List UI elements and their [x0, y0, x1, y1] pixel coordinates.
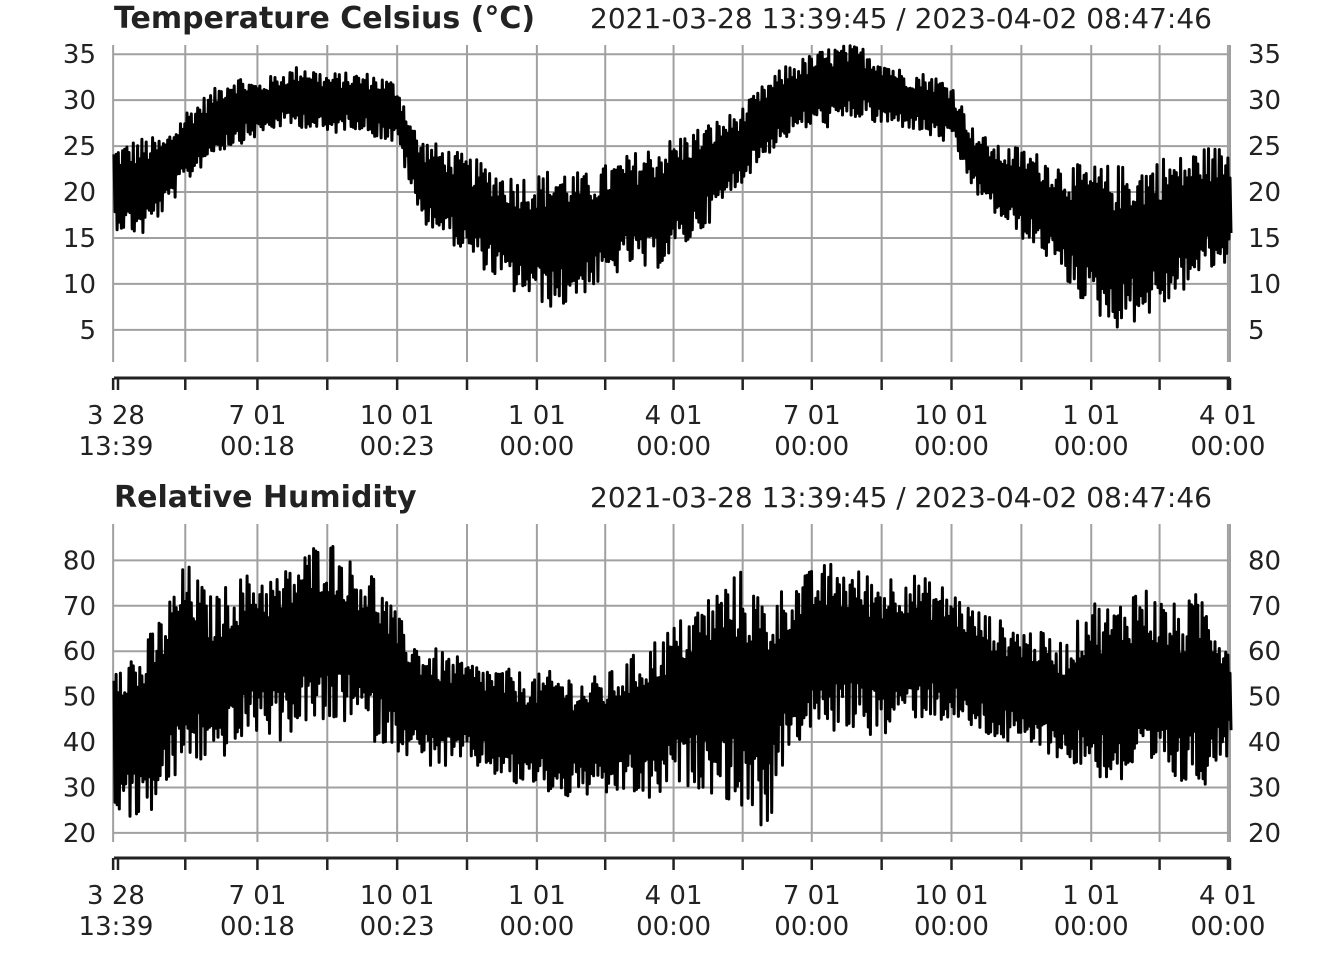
- y-tick-label-left: 40: [63, 728, 96, 758]
- x-tick-label-date: 3 28: [87, 881, 145, 911]
- chart-title: Temperature Celsius (°C): [114, 1, 535, 36]
- right-y-axis: 20 30 40 50 60 70 80: [1248, 546, 1281, 849]
- y-tick-label-left: 5: [79, 316, 96, 346]
- x-tick-label-time: 00:00: [636, 432, 711, 462]
- x-tick-label-date: 10 01: [360, 881, 434, 911]
- x-tick-label-time: 00:23: [360, 912, 435, 942]
- y-tick-label-left: 80: [63, 546, 96, 576]
- y-tick-label-right: 30: [1248, 773, 1281, 803]
- x-tick-label-time: 00:00: [1054, 912, 1129, 942]
- x-tick-label-time: 00:00: [1190, 912, 1265, 942]
- series-line-temperature: [112, 44, 1233, 329]
- left-y-axis: 20 30 40 50 60 70 80: [63, 546, 96, 849]
- y-tick-label-right: 40: [1248, 728, 1281, 758]
- x-tick-label-time: 00:00: [499, 912, 574, 942]
- x-tick-label-date: 1 01: [1062, 881, 1120, 911]
- y-tick-label-right: 70: [1248, 592, 1281, 622]
- left-y-axis: 5 10 15 20 25 30 35: [63, 40, 96, 346]
- humidity-panel: Relative Humidity 2021-03-28 13:39:45 / …: [63, 480, 1281, 942]
- y-tick-label-left: 30: [63, 773, 96, 803]
- x-tick-label-time: 00:18: [220, 432, 295, 462]
- y-tick-label-left: 10: [63, 270, 96, 300]
- temperature-panel: Temperature Celsius (°C) 2021-03-28 13:3…: [63, 1, 1281, 462]
- x-tick-label-date: 1 01: [1062, 401, 1120, 431]
- x-tick-label-time: 00:00: [1190, 432, 1265, 462]
- x-tick-label-date: 7 01: [783, 881, 841, 911]
- right-y-axis: 5 10 15 20 25 30 35: [1248, 40, 1281, 346]
- x-tick-label-time: 00:00: [914, 912, 989, 942]
- x-tick-label-time: 00:00: [636, 912, 711, 942]
- y-tick-label-left: 50: [63, 683, 96, 713]
- x-tick-label-time: 13:39: [79, 912, 154, 942]
- x-tick-label-time: 00:00: [774, 912, 849, 942]
- x-tick-label-time: 00:00: [1054, 432, 1129, 462]
- date-range-label: 2021-03-28 13:39:45 / 2023-04-02 08:47:4…: [590, 481, 1212, 514]
- x-tick-label-date: 1 01: [508, 881, 566, 911]
- series-line-humidity: [112, 545, 1233, 827]
- y-tick-label-right: 80: [1248, 546, 1281, 576]
- y-tick-label-right: 25: [1248, 132, 1281, 162]
- x-tick-label-date: 7 01: [783, 401, 841, 431]
- y-tick-label-right: 20: [1248, 819, 1281, 849]
- y-tick-label-left: 20: [63, 178, 96, 208]
- x-tick-label-date: 10 01: [360, 401, 434, 431]
- x-tick-label-date: 3 28: [87, 401, 145, 431]
- x-tick-label-time: 13:39: [79, 432, 154, 462]
- x-tick-label-date: 4 01: [1199, 401, 1257, 431]
- y-tick-label-left: 20: [63, 819, 96, 849]
- y-tick-label-right: 50: [1248, 683, 1281, 713]
- x-tick-label-date: 1 01: [508, 401, 566, 431]
- y-tick-label-right: 15: [1248, 224, 1281, 254]
- y-tick-label-left: 25: [63, 132, 96, 162]
- y-tick-label-left: 30: [63, 86, 96, 116]
- y-tick-label-right: 35: [1248, 40, 1281, 70]
- x-tick-label-date: 7 01: [228, 881, 286, 911]
- x-tick-label-date: 10 01: [914, 401, 988, 431]
- x-tick-label-date: 4 01: [645, 881, 703, 911]
- y-tick-label-right: 30: [1248, 86, 1281, 116]
- x-tick-label-date: 4 01: [645, 401, 703, 431]
- y-tick-label-left: 60: [63, 637, 96, 667]
- y-tick-label-right: 10: [1248, 270, 1281, 300]
- y-tick-label-right: 60: [1248, 637, 1281, 667]
- y-tick-label-left: 35: [63, 40, 96, 70]
- x-tick-label-time: 00:23: [360, 432, 435, 462]
- x-tick-label-date: 4 01: [1199, 881, 1257, 911]
- x-tick-label-time: 00:00: [499, 432, 574, 462]
- y-tick-label-left: 70: [63, 592, 96, 622]
- x-tick-label-time: 00:18: [220, 912, 295, 942]
- x-tick-label-time: 00:00: [914, 432, 989, 462]
- x-tick-label-date: 10 01: [914, 881, 988, 911]
- x-tick-label-time: 00:00: [774, 432, 849, 462]
- x-tick-label-date: 7 01: [228, 401, 286, 431]
- date-range-label: 2021-03-28 13:39:45 / 2023-04-02 08:47:4…: [590, 2, 1212, 35]
- y-tick-label-right: 5: [1248, 316, 1265, 346]
- y-tick-label-right: 20: [1248, 178, 1281, 208]
- chart-title: Relative Humidity: [114, 480, 417, 515]
- y-tick-label-left: 15: [63, 224, 96, 254]
